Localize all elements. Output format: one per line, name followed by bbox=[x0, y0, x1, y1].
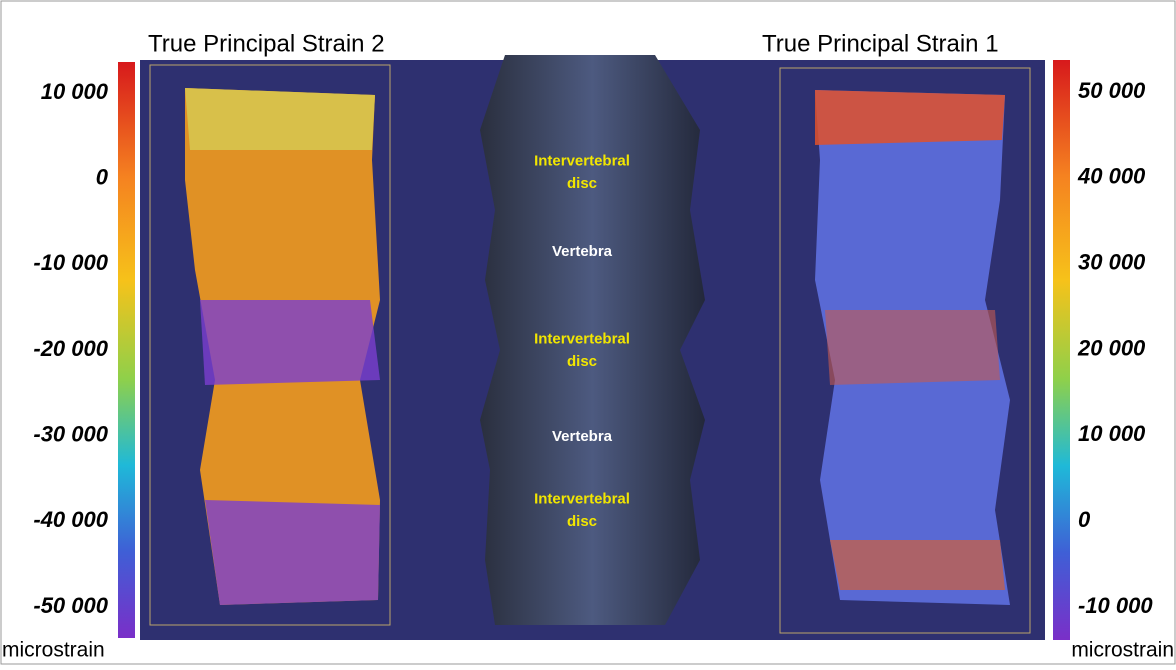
right-title: True Principal Strain 1 bbox=[762, 30, 999, 57]
colorbar-tick-label: -30 000 bbox=[33, 421, 108, 446]
colorbar-tick-label: 10 000 bbox=[1078, 421, 1146, 446]
colorbar-tick-label: 0 bbox=[96, 164, 109, 189]
right-mid-band bbox=[825, 310, 1000, 385]
colorbar-tick-label: 20 000 bbox=[1077, 335, 1146, 360]
right-bottom-band bbox=[830, 540, 1005, 590]
colorbar-tick-label: -40 000 bbox=[33, 507, 108, 532]
colorbar-tick-label: 10 000 bbox=[41, 79, 109, 104]
left-colorbar bbox=[118, 62, 135, 638]
colorbar-tick-label: -10 000 bbox=[1078, 593, 1153, 618]
right-top-band bbox=[815, 90, 1005, 145]
center-label: Vertebra bbox=[552, 243, 613, 260]
left-title: True Principal Strain 2 bbox=[148, 30, 385, 57]
left-unit: microstrain bbox=[2, 639, 105, 662]
right-colorbar bbox=[1053, 60, 1070, 640]
center-label: Vertebra bbox=[552, 428, 613, 445]
colorbar-tick-label: 40 000 bbox=[1077, 164, 1146, 189]
left-bottom-band bbox=[205, 500, 380, 605]
colorbar-tick-label: 30 000 bbox=[1078, 249, 1146, 274]
right-unit: microstrain bbox=[1071, 639, 1174, 662]
colorbar-tick-label: 0 bbox=[1078, 507, 1091, 532]
figure: True Principal Strain 2 True Principal S… bbox=[0, 0, 1176, 665]
colorbar-tick-label: -10 000 bbox=[33, 250, 108, 275]
colorbar-tick-label: -50 000 bbox=[33, 593, 108, 618]
colorbar-tick-label: -20 000 bbox=[33, 336, 108, 361]
colorbar-tick-label: 50 000 bbox=[1078, 78, 1146, 103]
left-mid-band bbox=[200, 300, 380, 385]
left-top-band bbox=[185, 88, 375, 150]
